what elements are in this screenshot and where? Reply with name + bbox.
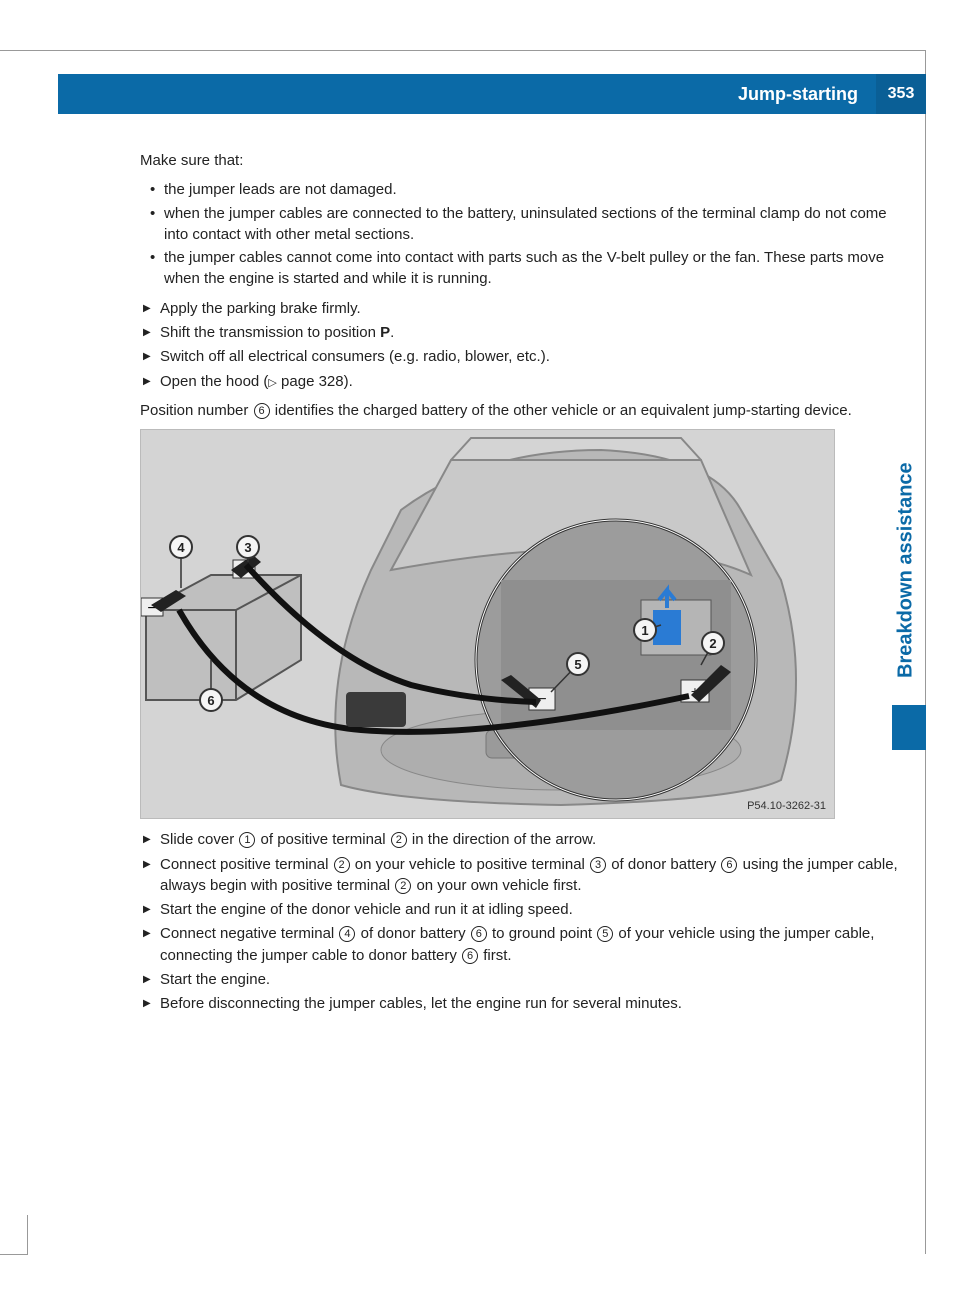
step-text: page 328).	[277, 373, 353, 390]
t: to ground point	[488, 925, 596, 942]
circled-number: 5	[597, 926, 613, 942]
t: Connect positive terminal	[160, 856, 333, 873]
crop-mark	[27, 1215, 28, 1255]
step-item: Slide cover 1 of positive terminal 2 in …	[140, 829, 900, 850]
bullet-item: when the jumper cables are connected to …	[150, 203, 900, 246]
position-note: Position number 6 identifies the charged…	[140, 400, 900, 421]
circled-number: 6	[471, 926, 487, 942]
bullet-item: the jumper cables cannot come into conta…	[150, 247, 900, 290]
steps-list-b: Slide cover 1 of positive terminal 2 in …	[140, 829, 900, 1014]
circled-number: 4	[339, 926, 355, 942]
note-text: Position number	[140, 402, 253, 419]
step-item: Apply the parking brake firmly.	[140, 298, 900, 319]
step-item: Switch off all electrical consumers (e.g…	[140, 346, 900, 367]
t: first.	[479, 947, 512, 964]
t: on your vehicle to positive terminal	[351, 856, 589, 873]
jump-start-diagram: + − + −	[140, 429, 835, 819]
step-item: Shift the transmission to position P.	[140, 322, 900, 343]
reference-triangle-icon: ▷	[268, 377, 276, 389]
diagram-id: P54.10-3262-31	[747, 800, 826, 812]
step-text: .	[390, 324, 394, 341]
page-number: 353	[876, 74, 926, 114]
circled-number: 3	[590, 857, 606, 873]
header-band: Jump-starting 353	[58, 74, 926, 114]
note-text: identifies the charged battery of the ot…	[271, 402, 852, 419]
circled-number: 6	[462, 948, 478, 964]
t: of donor battery	[356, 925, 469, 942]
t: on your own vehicle first.	[412, 877, 581, 894]
circled-number: 2	[395, 878, 411, 894]
step-text: Open the hood (	[160, 373, 268, 390]
step-text: Shift the transmission to position	[160, 324, 380, 341]
t: of donor battery	[607, 856, 720, 873]
intro-text: Make sure that:	[140, 150, 900, 171]
bullet-list: the jumper leads are not damaged. when t…	[140, 179, 900, 289]
step-bold: P	[380, 324, 390, 341]
t: Slide cover	[160, 831, 238, 848]
t: Connect negative terminal	[160, 925, 338, 942]
circled-number: 6	[254, 403, 270, 419]
circled-number: 6	[721, 857, 737, 873]
step-item: Before disconnecting the jumper cables, …	[140, 993, 900, 1014]
step-item: Start the engine of the donor vehicle an…	[140, 899, 900, 920]
step-item: Open the hood (▷ page 328).	[140, 371, 900, 392]
circled-number: 2	[391, 832, 407, 848]
steps-list-a: Apply the parking brake firmly. Shift th…	[140, 298, 900, 392]
content: Make sure that: the jumper leads are not…	[140, 150, 900, 1023]
header-title: Jump-starting	[738, 84, 858, 105]
crop-mark	[0, 50, 28, 51]
bullet-item: the jumper leads are not damaged.	[150, 179, 900, 200]
step-item: Connect positive terminal 2 on your vehi…	[140, 854, 900, 897]
t: of positive terminal	[256, 831, 389, 848]
crop-mark	[0, 1254, 28, 1255]
t: in the direction of the arrow.	[408, 831, 596, 848]
circled-number: 1	[239, 832, 255, 848]
step-item: Start the engine.	[140, 969, 900, 990]
circled-number: 2	[334, 857, 350, 873]
diagram-svg: + − + −	[141, 430, 836, 820]
step-item: Connect negative terminal 4 of donor bat…	[140, 923, 900, 966]
